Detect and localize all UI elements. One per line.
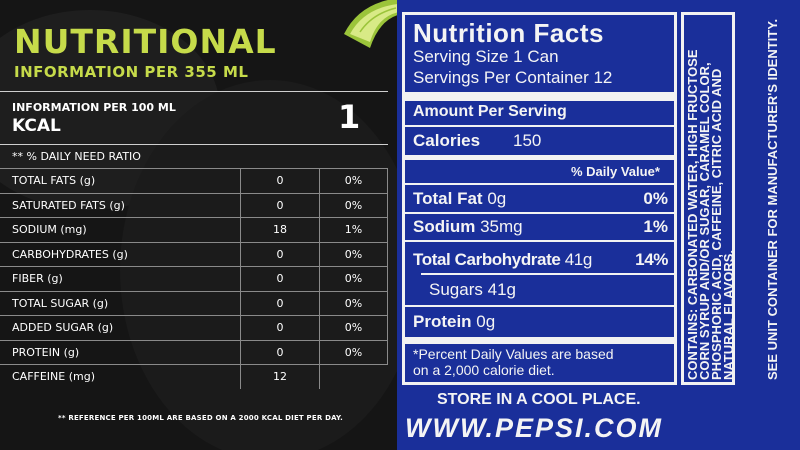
nutrient-name: FIBER (g) <box>0 266 241 292</box>
divider <box>405 183 674 185</box>
table-row: CAFFEINE (mg) 12 <box>0 364 388 389</box>
divider <box>405 155 674 160</box>
nutrition-facts-box: Nutrition Facts Serving Size 1 Can Servi… <box>402 12 677 385</box>
calories-value: 150 <box>513 131 542 150</box>
table-row: FIBER (g) 0 0% <box>0 266 388 292</box>
ingredients-box <box>681 12 735 385</box>
nutrient-name: SATURATED FATS (g) <box>0 192 241 218</box>
store-note: STORE IN A COOL PLACE. <box>437 391 641 408</box>
nutrient-name: TOTAL SUGAR (g) <box>0 290 241 316</box>
calories-label: Calories <box>413 131 481 150</box>
divider <box>405 305 674 307</box>
divider <box>405 240 674 242</box>
nutrient-name: CAFFEINE (mg) <box>0 364 241 389</box>
daily-value-footnote-1: *Percent Daily Values are based <box>413 346 614 362</box>
table-row: TOTAL FATS (g) 0 0% <box>0 168 388 194</box>
nutrient-value: 0 <box>240 290 320 316</box>
table-row: PROTEIN (g) 0 0% <box>0 339 388 365</box>
nutrient-value: 12 <box>240 364 320 389</box>
reference-footnote: ** REFERENCE PER 100ML ARE BASED ON A 20… <box>58 414 344 422</box>
nutrient-name: PROTEIN (g) <box>0 339 241 365</box>
nutrient-table: TOTAL FATS (g) 0 0% SATURATED FATS (g) 0 0% … <box>0 168 388 389</box>
nutrient-percent <box>319 364 388 389</box>
nutrient-row: Total Fat 0g 0% <box>413 189 668 209</box>
nutrient-row: Sodium 35mg 1% <box>413 217 668 237</box>
nutrient-name: Sugars <box>429 280 483 299</box>
nutrient-percent: 0% <box>319 315 388 341</box>
daily-value-footnote-2: on a 2,000 calorie diet. <box>413 362 555 378</box>
nutrient-percent: 0% <box>319 290 388 316</box>
divider <box>405 212 674 214</box>
nutrition-facts-title: Nutrition Facts <box>413 18 604 48</box>
nutrient-value: 0 <box>240 266 320 292</box>
nutrient-percent: 0% <box>319 266 388 292</box>
nutrient-value: 0 <box>240 192 320 218</box>
thick-divider <box>405 92 674 101</box>
nutrient-row: Protein 0g <box>413 312 495 332</box>
nutrient-percent: 14% <box>635 250 668 269</box>
nutrient-value: 0 <box>240 315 320 341</box>
nutrient-name: Total Carbohydrate <box>413 250 561 269</box>
nutrient-percent: 1% <box>319 217 388 243</box>
table-row: ADDED SUGAR (g) 0 0% <box>0 315 388 341</box>
daily-value-header: % Daily Value* <box>571 164 660 179</box>
divider <box>0 91 388 92</box>
nutrient-name: Sodium <box>413 217 476 236</box>
nutrient-name: ADDED SUGAR (g) <box>0 315 241 341</box>
nutritional-subtitle: INFORMATION PER 355 ML <box>14 63 249 81</box>
divider <box>421 273 674 275</box>
nutrient-amount: 35mg <box>480 217 523 236</box>
info-per-label: INFORMATION PER 100 ML <box>12 101 176 114</box>
website-text: WWW.PEPSI.COM <box>405 413 663 443</box>
nutrient-amount: 0g <box>487 189 507 208</box>
nutrient-percent: 1% <box>643 217 668 236</box>
nutrient-amount: 0g <box>476 312 496 331</box>
table-row: CARBOHYDRATES (g) 0 0% <box>0 241 388 267</box>
nutrient-percent: 0% <box>643 189 668 208</box>
nutrient-percent: 0% <box>319 192 388 218</box>
nutrient-name: CARBOHYDRATES (g) <box>0 241 241 267</box>
kcal-label: KCAL <box>12 116 61 136</box>
table-row: SATURATED FATS (g) 0 0% <box>0 192 388 218</box>
nutrient-percent: 0% <box>319 168 388 194</box>
nutrient-row: Sugars 41g <box>429 280 516 300</box>
ingredients-line-4: NATURAL FLAVORS. <box>721 250 736 380</box>
right-nutrition-label: Nutrition Facts Serving Size 1 Can Servi… <box>397 0 800 450</box>
table-row: TOTAL SUGAR (g) 0 0% <box>0 290 388 316</box>
kcal-value: 1 <box>338 98 361 136</box>
servings-per-container: Servings Per Container 12 <box>413 68 613 87</box>
serving-size: Serving Size 1 Can <box>413 47 559 66</box>
divider <box>405 125 674 127</box>
nutrient-percent: 0% <box>319 339 388 365</box>
nutrient-percent: 0% <box>319 241 388 267</box>
nutrient-value: 18 <box>240 217 320 243</box>
nutrient-name: Protein <box>413 312 472 331</box>
amount-per-serving: Amount Per Serving <box>413 103 567 120</box>
nutrient-amount: 41g <box>564 250 593 269</box>
table-row: SODIUM (mg) 18 1% <box>0 217 388 243</box>
nutrient-value: 0 <box>240 241 320 267</box>
nutrient-amount: 41g <box>487 280 516 299</box>
nutrient-name: Total Fat <box>413 189 483 208</box>
lime-slice-icon <box>344 0 397 48</box>
divider <box>0 144 388 145</box>
nutrient-name: TOTAL FATS (g) <box>0 168 241 194</box>
daily-need-ratio-label: ** % DAILY NEED RATIO <box>12 150 141 163</box>
manufacturer-identity-note: SEE UNIT CONTAINER FOR MANUFACTURER'S ID… <box>765 18 780 380</box>
nutritional-title: NUTRITIONAL <box>14 22 277 61</box>
left-nutrition-label: NUTRITIONAL INFORMATION PER 355 ML INFOR… <box>0 0 397 450</box>
nutrient-row: Total Carbohydrate 41g 14% <box>413 250 668 270</box>
thick-divider <box>405 337 674 344</box>
nutrient-name: SODIUM (mg) <box>0 217 241 243</box>
nutrient-value: 0 <box>240 168 320 194</box>
nutrient-value: 0 <box>240 339 320 365</box>
